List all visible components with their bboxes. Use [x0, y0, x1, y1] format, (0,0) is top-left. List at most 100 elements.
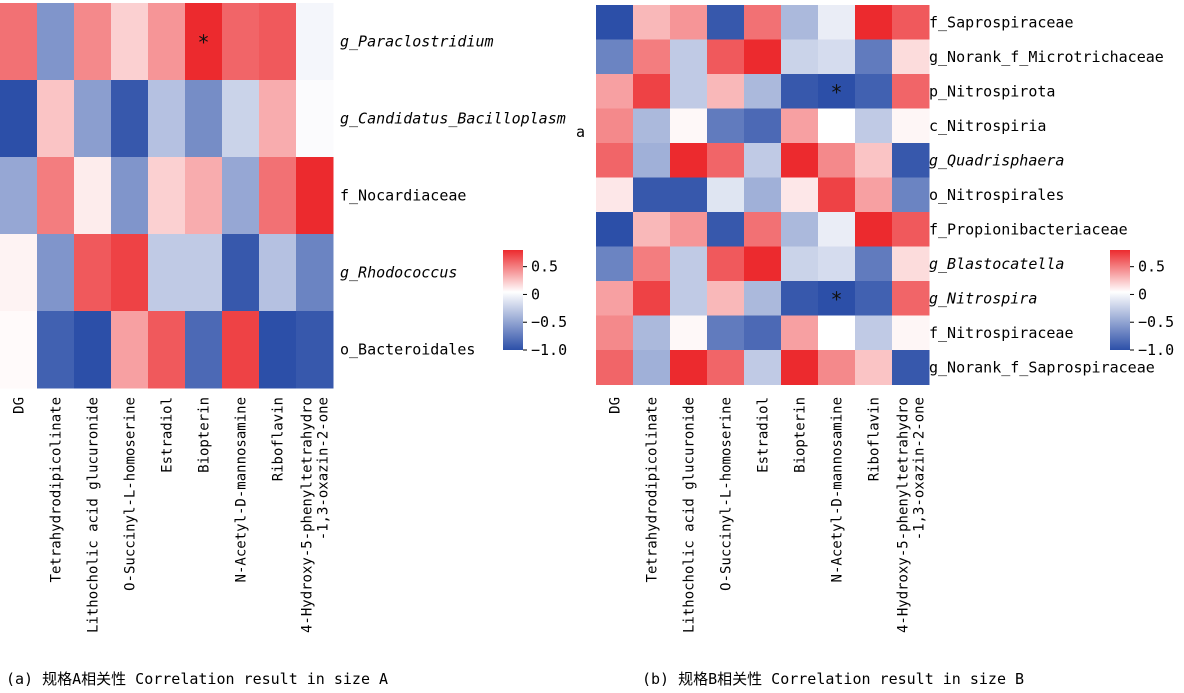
- heatmap-b-col-label: O-Succinyl-L-homoserine: [719, 397, 735, 591]
- heatmap-a-cell-r1-c1: [37, 80, 75, 158]
- heatmap-b-cell-r9-c6: [818, 315, 856, 351]
- stray-label: a: [576, 123, 586, 141]
- heatmap-b-cell-r10-c0: [596, 350, 634, 385]
- heatmap-b-cell-r2-c1: [633, 74, 671, 109]
- heatmap-a-cell-r2-c5: [185, 157, 223, 235]
- heatmap-b-cell-r7-c3: [707, 246, 745, 282]
- heatmap-b-row-label: f_Nitrospiraceae: [929, 324, 1074, 342]
- heatmap-b-cell-r10-c6: [818, 350, 856, 385]
- heatmap-b-cell-r0-c5: [781, 5, 819, 40]
- heatmap-b-cell-r2-c2: [670, 74, 708, 109]
- heatmap-b-cell-r6-c2: [670, 212, 708, 247]
- heatmap-a-cell-r0-c6: [222, 3, 260, 81]
- heatmap-a-cell-r0-c3: [111, 3, 149, 81]
- heatmap-b-col-label: N-Acetyl-D-mannosamine: [830, 397, 846, 582]
- heatmap-b-cell-r1-c1: [633, 39, 671, 75]
- heatmap-a-cell-r2-c6: [222, 157, 260, 235]
- heatmap-b-cell-r7-c2: [670, 246, 708, 282]
- heatmap-a-colorbar-tick-label: −1.0: [531, 341, 567, 359]
- heatmap-a-col-label: N-Acetyl-D-mannosamine: [234, 397, 250, 582]
- heatmap-b-cell-r10-c8: [892, 350, 930, 385]
- heatmap-b-cell-r6-c5: [781, 212, 819, 247]
- heatmap-b-cell-r2-c0: [596, 74, 634, 109]
- heatmap-b-cell-r3-c3: [707, 108, 745, 144]
- heatmap-b-row-label: f_Propionibacteriaceae: [929, 220, 1128, 238]
- heatmap-a-cell-r3-c3: [111, 234, 149, 312]
- heatmap-b-cell-r9-c4: [744, 315, 782, 351]
- heatmap-a-cell-r2-c1: [37, 157, 75, 235]
- heatmap-b-cell-r4-c4: [744, 143, 782, 178]
- heatmap-a-row-label: g_Candidatus_Bacilloplasm: [340, 110, 566, 128]
- heatmap-b-cell-r7-c7: [855, 246, 893, 282]
- heatmap-a-row-label: f_Nocardiaceae: [340, 187, 466, 205]
- heatmap-b-cell-r7-c0: [596, 246, 634, 282]
- heatmap-b-col-label: DG: [608, 397, 624, 414]
- heatmap-b-cell-r6-c0: [596, 212, 634, 247]
- heatmap-a-col-label: Estradiol: [160, 397, 176, 473]
- heatmap-b-cell-r10-c4: [744, 350, 782, 385]
- heatmap-a-col-label: Lithocholic acid glucuronide: [86, 397, 102, 633]
- heatmap-a-cell-r1-c6: [222, 80, 260, 158]
- heatmap-a-cell-r1-c4: [148, 80, 186, 158]
- heatmap-b-significance-marker: *: [830, 287, 842, 311]
- heatmap-b-cell-r8-c3: [707, 281, 745, 316]
- heatmap-b-row-label: c_Nitrospiria: [929, 117, 1046, 135]
- heatmap-b-cell-r9-c0: [596, 315, 634, 351]
- heatmap-b-cell-r9-c3: [707, 315, 745, 351]
- heatmap-b-cell-r3-c0: [596, 108, 634, 144]
- heatmap-a-cell-r3-c6: [222, 234, 260, 312]
- heatmap-b-cell-r5-c4: [744, 177, 782, 213]
- heatmap-b-col-label: Tetrahydrodipicolinate: [645, 397, 661, 582]
- heatmap-b-cell-r3-c8: [892, 108, 930, 144]
- heatmap-a-cell-r1-c5: [185, 80, 223, 158]
- heatmap-a-cell-r1-c3: [111, 80, 149, 158]
- heatmap-b-cell-r8-c4: [744, 281, 782, 316]
- heatmap-b-cell-r5-c8: [892, 177, 930, 213]
- heatmap-b-cell-r3-c4: [744, 108, 782, 144]
- heatmap-a-cell-r0-c0: [0, 3, 38, 81]
- heatmap-b-row-label: g_Norank_f_Microtrichaceae: [929, 48, 1164, 66]
- heatmap-b-cell-r2-c4: [744, 74, 782, 109]
- heatmap-a-cell-r0-c4: [148, 3, 186, 81]
- heatmap-b-cell-r2-c7: [855, 74, 893, 109]
- heatmap-b-col-label: -1,3-oxazin-2-one: [912, 397, 928, 540]
- heatmap-b-cell-r6-c6: [818, 212, 856, 247]
- heatmap-b-cell-r9-c5: [781, 315, 819, 351]
- heatmap-a-cell-r3-c2: [74, 234, 112, 312]
- heatmap-b-cell-r7-c6: [818, 246, 856, 282]
- heatmap-a-colorbar-tick-label: 0.5: [531, 258, 558, 276]
- heatmap-b-cell-r7-c5: [781, 246, 819, 282]
- heatmap-b-colorbar: [1110, 250, 1130, 350]
- heatmap-a-colorbar-tick-label: 0: [531, 285, 540, 303]
- heatmap-b-cell-r9-c2: [670, 315, 708, 351]
- heatmap-a-col-label: DG: [12, 397, 28, 414]
- heatmap-a-cell-r2-c2: [74, 157, 112, 235]
- heatmap-a-cell-r4-c1: [37, 311, 75, 389]
- heatmap-b-cell-r9-c8: [892, 315, 930, 351]
- heatmap-b-cell-r0-c2: [670, 5, 708, 40]
- heatmap-b-cell-r5-c7: [855, 177, 893, 213]
- heatmap-b-cell-r5-c2: [670, 177, 708, 213]
- heatmap-b-cell-r5-c6: [818, 177, 856, 213]
- heatmap-a: * g_Paraclostridium g_Candidatus_Bacillopl…: [0, 3, 567, 633]
- heatmap-b-row-label: g_Nitrospira: [929, 289, 1037, 307]
- heatmap-b-cell-r6-c7: [855, 212, 893, 247]
- heatmap-a-cell-r1-c7: [259, 80, 297, 158]
- heatmap-a-row-label: o_Bacteroidales: [340, 341, 475, 359]
- heatmap-b-cell-r8-c5: [781, 281, 819, 316]
- caption-a: (a) 规格A相关性 Correlation result in size A: [6, 670, 389, 688]
- heatmap-a-cell-r1-c0: [0, 80, 38, 158]
- heatmap-a-cell-r0-c5: [185, 3, 223, 81]
- heatmap-b-cell-r4-c1: [633, 143, 671, 178]
- heatmap-b-cell-r1-c2: [670, 39, 708, 75]
- heatmap-b-row-label: f_Saprospiraceae: [929, 13, 1074, 31]
- heatmap-b-cell-r4-c0: [596, 143, 634, 178]
- heatmap-a-row-label: g_Rhodococcus: [340, 264, 457, 282]
- heatmap-a-colorbar: [503, 250, 523, 350]
- heatmap-a-cell-r3-c7: [259, 234, 297, 312]
- heatmap-b-cell-r0-c0: [596, 5, 634, 40]
- heatmap-b-cell-r4-c3: [707, 143, 745, 178]
- heatmap-b-cell-r0-c4: [744, 5, 782, 40]
- heatmap-a-cell-r2-c8: [296, 157, 334, 235]
- heatmap-b-cell-r4-c8: [892, 143, 930, 178]
